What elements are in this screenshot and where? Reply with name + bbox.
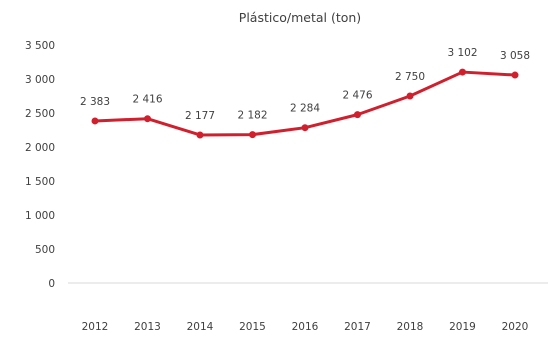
data-label: 2 284 [290, 103, 320, 115]
data-point [354, 111, 361, 119]
x-tick-label: 2018 [397, 321, 424, 333]
data-point [511, 71, 519, 79]
y-tick-label: 2 000 [25, 142, 55, 154]
x-tick-label: 2015 [239, 321, 266, 333]
data-label: 2 750 [395, 71, 425, 83]
x-tick-label: 2012 [82, 321, 109, 333]
data-label: 2 476 [342, 90, 372, 102]
x-tick-label: 2017 [344, 321, 371, 333]
x-tick-label: 2014 [187, 321, 214, 333]
x-tick-label: 2016 [292, 321, 319, 333]
y-tick-label: 3 000 [25, 74, 55, 86]
data-label: 2 182 [237, 110, 267, 122]
x-tick-label: 2019 [449, 321, 476, 333]
x-tick-label: 2013 [134, 321, 161, 333]
y-tick-label: 1 000 [25, 210, 55, 222]
data-label: 2 383 [80, 96, 110, 108]
data-point [406, 92, 414, 100]
y-tick-label: 0 [48, 278, 55, 290]
data-point [459, 68, 466, 76]
data-point [249, 131, 256, 139]
plot-area: 2 383 2 416 2 177 2 182 2 284 2 476 2 750 3 102… [80, 47, 530, 139]
x-tick-label: 2020 [502, 321, 529, 333]
y-tick-label: 3 500 [25, 40, 55, 52]
data-label: 3 102 [447, 47, 477, 59]
data-label: 3 058 [500, 50, 530, 62]
data-point [196, 131, 204, 139]
data-point [301, 124, 309, 132]
data-label: 2 416 [132, 94, 162, 106]
y-tick-label: 2 500 [25, 108, 55, 120]
data-point [144, 115, 151, 123]
data-label: 2 177 [185, 110, 215, 122]
y-tick-label: 1 500 [25, 176, 55, 188]
data-point [91, 117, 99, 125]
chart-title: Plástico/metal (ton) [239, 10, 361, 25]
y-axis: 0 500 1 000 1 500 2 000 2 500 3 000 3 500 [25, 40, 55, 290]
x-axis: 2012 2013 2014 2015 2016 2017 2018 2019 2020 [68, 282, 548, 333]
y-tick-label: 500 [35, 244, 55, 256]
